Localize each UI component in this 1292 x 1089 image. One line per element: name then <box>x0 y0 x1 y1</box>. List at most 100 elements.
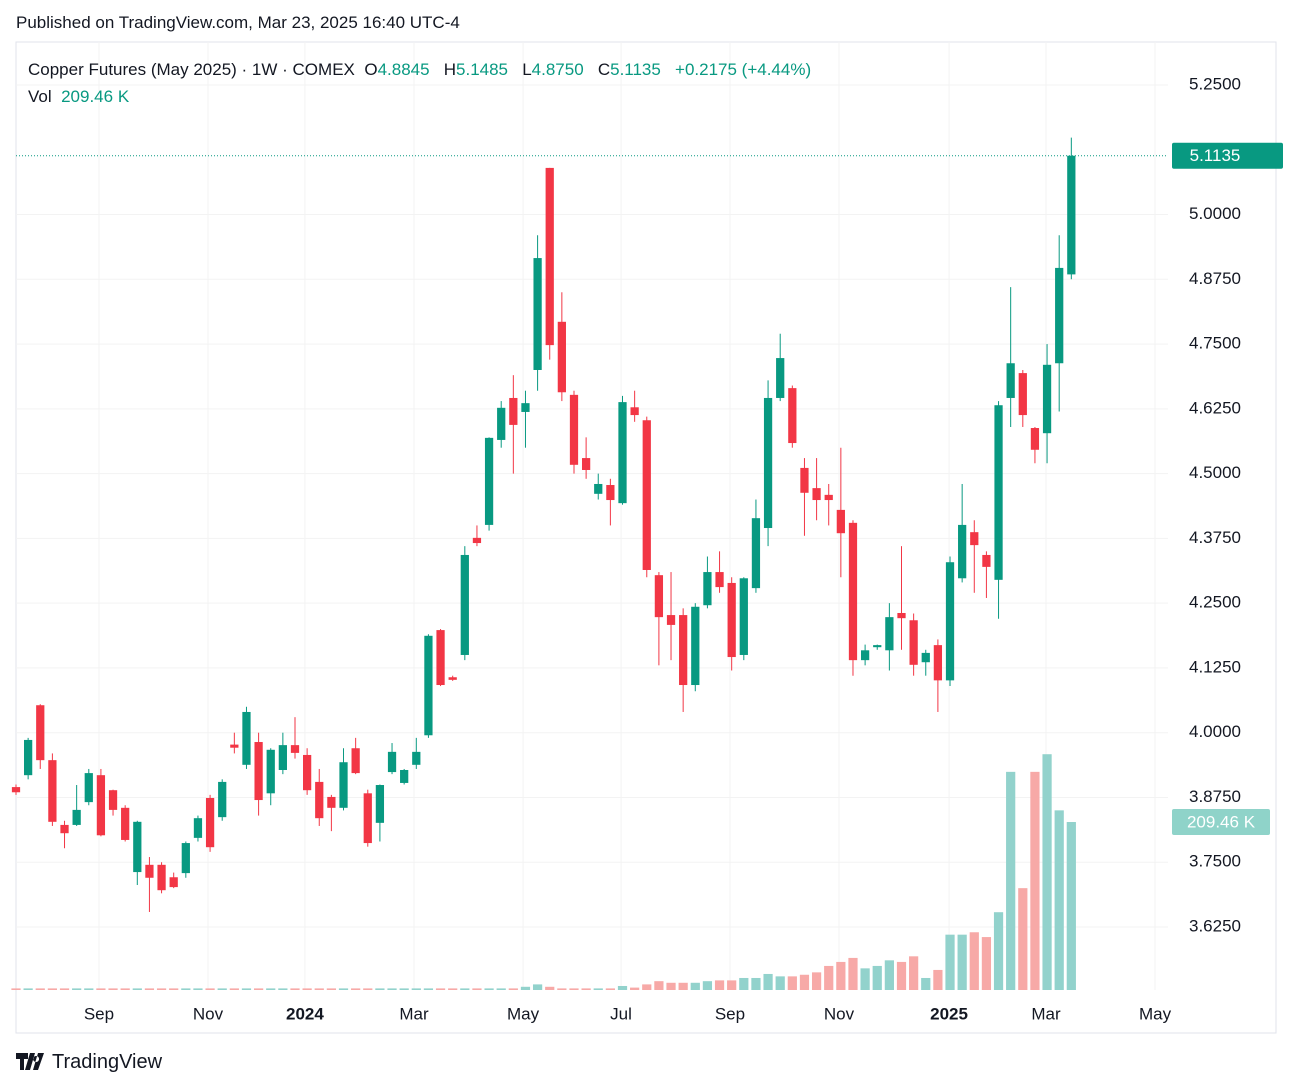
x-tick-label: May <box>1139 1004 1172 1023</box>
candle-body <box>193 818 203 838</box>
candle-body <box>436 630 445 686</box>
candle-body <box>375 785 385 823</box>
low-label: L <box>522 60 532 79</box>
candle-body <box>254 742 263 801</box>
volume-bar <box>460 988 470 990</box>
volume-bar <box>1042 754 1052 990</box>
candle-body <box>484 437 494 525</box>
volume-bar <box>811 972 822 990</box>
candle-body <box>654 575 664 618</box>
volume-bar <box>314 988 324 990</box>
y-tick-label: 4.1250 <box>1189 657 1241 676</box>
volume-bar <box>120 988 130 990</box>
volume-bar <box>884 960 894 990</box>
legend-header: Copper Futures (May 2025) · 1W · COMEX O… <box>28 56 811 110</box>
candle-body <box>230 744 239 748</box>
candle-body <box>642 420 651 570</box>
candle-body <box>327 796 336 808</box>
candle-body <box>812 488 821 501</box>
volume-bar <box>399 988 409 990</box>
volume-bar <box>351 988 361 990</box>
volume-bar <box>1066 822 1076 990</box>
candle-body <box>181 843 190 874</box>
candle-body <box>266 749 275 794</box>
volume-bar <box>581 988 591 990</box>
volume-bar <box>532 984 543 990</box>
candle-body <box>460 554 469 655</box>
y-tick-label: 3.7500 <box>1189 852 1241 871</box>
candle-body <box>11 787 21 793</box>
volume-bar <box>472 988 482 990</box>
volume-bar <box>993 912 1004 990</box>
candle-body <box>363 793 372 844</box>
x-tick-label: Nov <box>193 1004 224 1023</box>
y-tick-label: 4.7500 <box>1189 334 1241 353</box>
volume-bar <box>957 934 967 990</box>
candle-body <box>739 578 748 655</box>
candle-body <box>1067 155 1076 275</box>
symbol[interactable]: Copper Futures (May 2025) · 1W · COMEX <box>28 60 355 79</box>
volume-bar <box>229 988 239 990</box>
candle-body <box>108 790 118 810</box>
volume-bar <box>1054 810 1064 990</box>
volume-bar <box>326 988 336 990</box>
last-volume-badge <box>1172 809 1270 836</box>
volume-bar <box>35 988 45 990</box>
volume-bar <box>363 988 373 990</box>
volume-bar <box>156 988 167 990</box>
volume-bar <box>375 988 385 990</box>
candle-body <box>715 572 724 588</box>
x-tick-label: 2024 <box>286 1004 324 1023</box>
brand-logo <box>16 1053 44 1070</box>
brand-name[interactable]: TradingView <box>52 1051 163 1073</box>
volume-bar <box>84 988 94 990</box>
y-tick-label: 5.0000 <box>1189 204 1241 223</box>
candle-body <box>909 620 918 665</box>
volume-bar <box>933 969 943 990</box>
volume-title[interactable]: Vol <box>28 87 52 106</box>
chart-frame <box>15 41 1277 1034</box>
volume-bar <box>496 988 506 990</box>
volume-bar <box>484 988 494 990</box>
candle-body <box>569 394 579 465</box>
candle-body <box>945 562 955 681</box>
candle-body <box>763 397 773 529</box>
volume-bar <box>278 988 288 990</box>
volume-bar <box>96 988 106 990</box>
candle-body <box>970 532 979 546</box>
volume-bar <box>47 988 57 990</box>
candle-body <box>666 615 676 625</box>
candle-body <box>727 582 736 658</box>
open-label: O <box>364 60 378 79</box>
volume-value: 209.46 K <box>61 87 130 106</box>
volume-bar <box>290 988 300 990</box>
volume-bar <box>1030 771 1040 990</box>
volume-bar <box>605 988 615 990</box>
candle-body <box>133 821 142 873</box>
volume-bar <box>763 973 773 990</box>
candle-body <box>387 751 397 773</box>
volume-bar <box>896 961 907 990</box>
candle-body <box>121 807 130 840</box>
candle-body <box>412 751 421 765</box>
high-value: 5.1485 <box>456 60 509 79</box>
volume-bar <box>860 968 870 990</box>
candle-body <box>776 358 785 398</box>
volume-bar <box>872 965 882 990</box>
volume-bar <box>435 988 446 990</box>
x-tick-label: 2025 <box>930 1004 968 1023</box>
volume-bar <box>132 988 142 990</box>
candle-body <box>24 739 33 776</box>
volume-bar <box>739 977 749 990</box>
candle-body <box>921 652 930 663</box>
candle-body <box>278 745 287 770</box>
candle-body <box>703 572 712 606</box>
candle-body <box>339 762 348 808</box>
volume-bar <box>338 988 349 990</box>
x-tick-label: Mar <box>399 1004 429 1023</box>
volume-bar <box>630 987 640 990</box>
volume-bar <box>617 985 628 990</box>
volume-bar <box>423 988 434 990</box>
candle-body <box>302 754 312 791</box>
